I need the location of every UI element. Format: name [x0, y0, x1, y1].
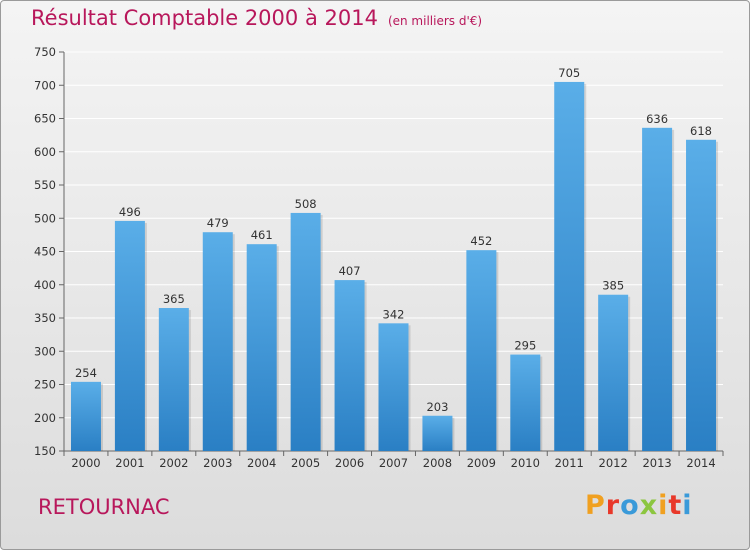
bar-2009[interactable] [466, 250, 497, 451]
brand-letter: i [682, 490, 693, 521]
brand-letter: i [658, 490, 669, 521]
x-tick-label-2011: 2011 [555, 456, 584, 470]
y-tick-label: 450 [34, 245, 56, 259]
y-tick-label: 350 [34, 311, 56, 325]
data-label-2012: 385 [602, 279, 624, 293]
y-tick-label: 200 [34, 411, 56, 425]
data-label-2003: 479 [207, 216, 229, 230]
data-label-2000: 254 [75, 366, 97, 380]
x-tick-label-2007: 2007 [379, 456, 408, 470]
chart-subtitle: (en milliers d'€) [387, 14, 483, 28]
y-tick-label: 650 [34, 112, 56, 126]
x-tick-label-2005: 2005 [291, 456, 320, 470]
data-label-2009: 452 [470, 234, 492, 248]
x-tick-label-2006: 2006 [335, 456, 364, 470]
y-tick-label: 700 [34, 78, 56, 92]
y-tick-label: 400 [34, 278, 56, 292]
x-tick-label-2009: 2009 [467, 456, 496, 470]
y-tick-label: 250 [34, 378, 56, 392]
x-tick-label-2002: 2002 [159, 456, 188, 470]
data-label-2002: 365 [163, 292, 185, 306]
bar-2008[interactable] [422, 415, 453, 451]
bar-2010[interactable] [510, 354, 541, 451]
data-label-2014: 618 [690, 124, 712, 138]
brand-letter: P [585, 490, 606, 521]
bar-2007[interactable] [378, 323, 409, 451]
brand-letter: t [668, 490, 683, 521]
x-tick-label-2001: 2001 [115, 456, 144, 470]
bar-2005[interactable] [290, 212, 321, 451]
y-tick-label: 750 [34, 45, 56, 59]
bar-2014[interactable] [686, 139, 717, 451]
bar-2000[interactable] [70, 381, 101, 451]
bar-2001[interactable] [114, 220, 145, 451]
chart-title: Résultat Comptable 2000 à 2014 [31, 6, 378, 30]
data-label-2010: 295 [514, 339, 536, 353]
data-label-2004: 461 [251, 228, 273, 242]
bar-2004[interactable] [246, 244, 277, 451]
bar-2003[interactable] [202, 232, 233, 451]
bar-2012[interactable] [598, 294, 629, 451]
data-label-2011: 705 [558, 66, 580, 80]
x-tick-label-2000: 2000 [71, 456, 100, 470]
brand-letter: r [605, 490, 621, 521]
title-row: Résultat Comptable 2000 à 2014 (en millie… [31, 6, 482, 30]
x-tick-label-2004: 2004 [247, 456, 276, 470]
x-tick-label-2003: 2003 [203, 456, 232, 470]
y-tick-label: 550 [34, 178, 56, 192]
bar-2006[interactable] [334, 280, 365, 451]
data-label-2008: 203 [426, 400, 448, 414]
data-label-2006: 407 [339, 264, 361, 278]
data-label-2001: 496 [119, 205, 141, 219]
x-tick-label-2010: 2010 [511, 456, 540, 470]
y-tick-label: 150 [34, 444, 56, 458]
bar-2013[interactable] [642, 127, 673, 451]
data-label-2007: 342 [383, 307, 405, 321]
axes: 150 200 250 300 350 400 450 500 550 600 650 700 750 2… [34, 45, 724, 470]
x-tick-label-2012: 2012 [599, 456, 628, 470]
commune-name: RETOURNAC [38, 495, 170, 519]
y-tick-label: 600 [34, 145, 56, 159]
bars [70, 81, 719, 452]
bar-2011[interactable] [554, 81, 585, 452]
x-tick-label-2014: 2014 [686, 456, 715, 470]
brand-letter: o [620, 490, 640, 521]
x-tick-label-2008: 2008 [423, 456, 452, 470]
x-tick-label-2013: 2013 [642, 456, 671, 470]
y-tick-label: 500 [34, 211, 56, 225]
proxiti-logo[interactable]: Proxiti [585, 490, 693, 521]
data-labels: 254 496 365 479 461 508 407 342 203 452 295 705 385 6… [75, 66, 712, 414]
data-label-2005: 508 [295, 197, 317, 211]
data-label-2013: 636 [646, 112, 668, 126]
bar-2002[interactable] [158, 308, 189, 451]
brand-letter: x [639, 490, 659, 521]
y-tick-label: 300 [34, 344, 56, 358]
